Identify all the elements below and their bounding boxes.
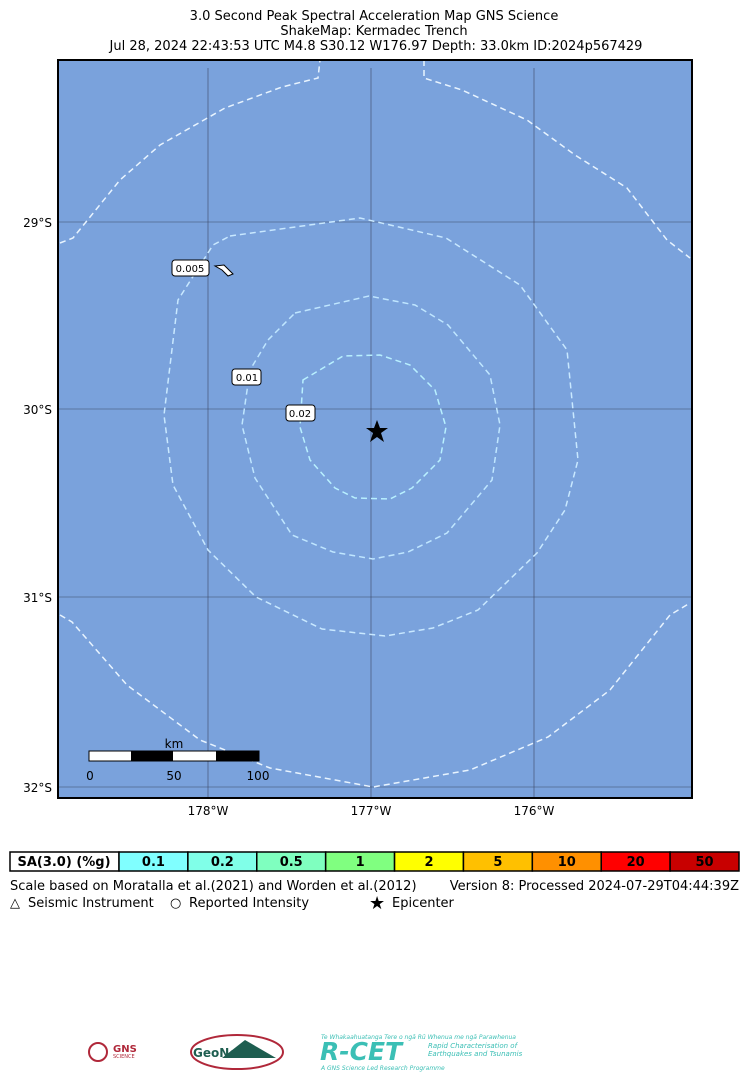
contour-label: 0.02 bbox=[289, 409, 311, 420]
lat-label: 31°S bbox=[23, 591, 52, 605]
lon-label: 177°W bbox=[351, 804, 392, 818]
legend-title: SA(3.0) (%g) bbox=[17, 855, 110, 870]
contour-label-box bbox=[231, 368, 262, 386]
lon-label: 178°W bbox=[188, 804, 229, 818]
logos: GNS SCIENCE GeoNet Te Whakaahuatanga Ter… bbox=[88, 1034, 523, 1072]
contour-label: 0.005 bbox=[176, 264, 205, 275]
contour-label-box bbox=[171, 259, 210, 277]
logo-geonet: GeoNet bbox=[193, 1046, 243, 1060]
graticule bbox=[58, 68, 692, 798]
legend-swatch bbox=[669, 851, 740, 872]
island bbox=[213, 264, 234, 277]
epicenter bbox=[366, 420, 388, 442]
symbol-icon: ○ bbox=[170, 896, 181, 911]
scale-label: 100 bbox=[247, 769, 270, 783]
logo-gns: GNS bbox=[113, 1044, 137, 1055]
logo-rcet: R-CET bbox=[320, 1037, 404, 1066]
legend-label: 10 bbox=[558, 855, 576, 870]
map-frame bbox=[57, 59, 693, 799]
lat-label: 30°S bbox=[23, 403, 52, 417]
legend-label: 0.5 bbox=[280, 855, 303, 870]
contour-label-box bbox=[285, 404, 316, 422]
legend-label: 20 bbox=[627, 855, 645, 870]
contour-label: 0.01 bbox=[236, 373, 258, 384]
symbol-icon: △ bbox=[10, 896, 20, 911]
logo-gns-sub: SCIENCE bbox=[113, 1054, 135, 1060]
lat-label: 29°S bbox=[23, 216, 52, 230]
symbol-label: Epicenter bbox=[392, 896, 455, 911]
symbol-label: Seismic Instrument bbox=[28, 896, 154, 911]
legend-label: 50 bbox=[696, 855, 714, 870]
contours bbox=[59, 59, 691, 788]
logo-rcet-top: Te Whakaahuatanga Tere o ngā Rū Whenua m… bbox=[321, 1034, 516, 1041]
legend-label: 5 bbox=[493, 855, 502, 870]
logo-rcet-bottom: A GNS Science Led Research Programme bbox=[320, 1065, 445, 1072]
event-info: Jul 28, 2024 22:43:53 UTC M4.8 S30.12 W1… bbox=[109, 39, 643, 54]
logo-rcet-sub: Rapid Characterisation of Earthquakes an… bbox=[428, 1042, 523, 1058]
subtitle: ShakeMap: Kermadec Trench bbox=[280, 24, 467, 39]
scale-bar: km 0 50 100 bbox=[86, 737, 269, 783]
legend-label: 0.1 bbox=[142, 855, 165, 870]
scale-note: Scale based on Moratalla et al.(2021) an… bbox=[10, 879, 417, 894]
legend: SA(3.0) (%g) 0.1 0.2 0.5 1 2 5 10 20 50 bbox=[9, 851, 740, 872]
symbol-label: Reported Intensity bbox=[189, 896, 309, 911]
legend-label: 0.2 bbox=[211, 855, 234, 870]
legend-label: 1 bbox=[356, 855, 365, 870]
lat-label: 32°S bbox=[23, 781, 52, 795]
scale-label: 0 bbox=[86, 769, 94, 783]
symbol-icon: ★ bbox=[369, 893, 385, 914]
scale-unit: km bbox=[165, 737, 184, 751]
title: 3.0 Second Peak Spectral Acceleration Ma… bbox=[190, 9, 559, 24]
legend-label: 2 bbox=[424, 855, 433, 870]
scale-label: 50 bbox=[166, 769, 181, 783]
version: Version 8: Processed 2024-07-29T04:44:39… bbox=[450, 879, 739, 894]
lon-label: 176°W bbox=[514, 804, 555, 818]
